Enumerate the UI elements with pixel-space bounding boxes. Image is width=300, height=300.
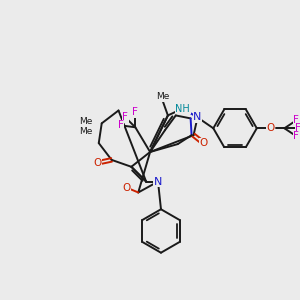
Text: F: F: [122, 112, 128, 122]
Text: F: F: [118, 120, 123, 130]
Text: O: O: [122, 182, 130, 193]
Text: N: N: [193, 112, 202, 122]
Text: O: O: [199, 138, 208, 148]
Text: F: F: [293, 131, 299, 141]
Text: Me: Me: [79, 117, 93, 126]
Text: F: F: [293, 116, 299, 125]
Text: O: O: [266, 123, 275, 133]
Text: NH: NH: [175, 103, 190, 113]
Text: N: N: [154, 177, 162, 187]
Text: F: F: [132, 107, 138, 118]
Text: F: F: [295, 123, 300, 133]
Text: O: O: [94, 158, 102, 168]
Text: Me: Me: [156, 92, 170, 101]
Text: Me: Me: [79, 127, 93, 136]
